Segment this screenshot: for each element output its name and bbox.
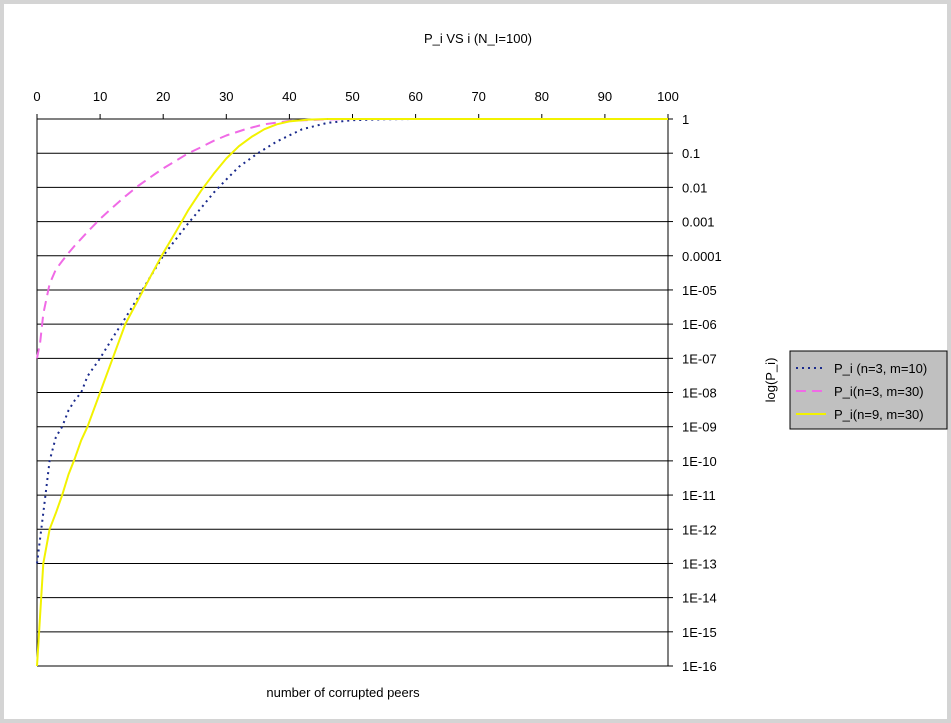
x-tick-label: 30 xyxy=(219,89,233,104)
y-tick-label: 1E-07 xyxy=(682,351,717,366)
y-tick-label: 0.01 xyxy=(682,180,707,195)
x-tick-label: 20 xyxy=(156,89,170,104)
x-axis-label: number of corrupted peers xyxy=(266,685,420,700)
legend-entry: P_i(n=9, m=30) xyxy=(834,407,924,422)
y-tick-label: 1 xyxy=(682,112,689,127)
series-line-2 xyxy=(36,118,353,359)
y-tick-label: 1E-08 xyxy=(682,386,717,401)
y-tick-label: 1E-11 xyxy=(682,488,716,503)
chart-title: P_i VS i (N_I=100) xyxy=(424,31,532,46)
legend-entry: P_i (n=3, m=10) xyxy=(834,361,927,376)
x-tick-label: 60 xyxy=(408,89,422,104)
y-tick-label: 1E-15 xyxy=(682,625,717,640)
series-lines xyxy=(36,118,668,667)
x-tick-label: 0 xyxy=(33,89,40,104)
x-tick-label: 10 xyxy=(93,89,107,104)
x-tick-label: 90 xyxy=(598,89,612,104)
y-tick-label: 1E-16 xyxy=(682,659,717,674)
y-tick-label: 1E-09 xyxy=(682,420,717,435)
y-tick-label: 1E-13 xyxy=(682,556,717,571)
axes xyxy=(36,119,669,666)
x-tick-label: 40 xyxy=(282,89,296,104)
y-tick-labels: 1 0.1 0.01 0.001 0.0001 1E-05 1E-06 1E-07 1E-08 1… xyxy=(682,112,722,674)
series-line-3 xyxy=(36,118,328,667)
x-tick-label: 80 xyxy=(535,89,549,104)
y-axis-label: log(P_i) xyxy=(763,358,778,403)
x-tick-labels: 0 10 20 30 40 50 60 70 80 90 100 xyxy=(33,89,679,119)
y-tick-label: 1E-14 xyxy=(682,591,717,606)
y-tick-label: 1E-06 xyxy=(682,317,717,332)
legend: P_i (n=3, m=10) P_i(n=3, m=30) P_i(n=9, m=… xyxy=(789,350,948,430)
y-tick-label: 0.0001 xyxy=(682,249,722,264)
series-line-1 xyxy=(36,118,416,564)
y-tick-label: 0.001 xyxy=(682,215,715,230)
y-tick-label: 0.1 xyxy=(682,146,700,161)
y-tick-label: 1E-12 xyxy=(682,522,717,537)
x-tick-label: 100 xyxy=(657,89,679,104)
gridlines xyxy=(37,118,673,667)
y-tick-label: 1E-10 xyxy=(682,454,717,469)
legend-entry: P_i(n=3, m=30) xyxy=(834,384,924,399)
x-tick-label: 70 xyxy=(471,89,485,104)
x-tick-label: 50 xyxy=(345,89,359,104)
y-tick-label: 1E-05 xyxy=(682,283,717,298)
